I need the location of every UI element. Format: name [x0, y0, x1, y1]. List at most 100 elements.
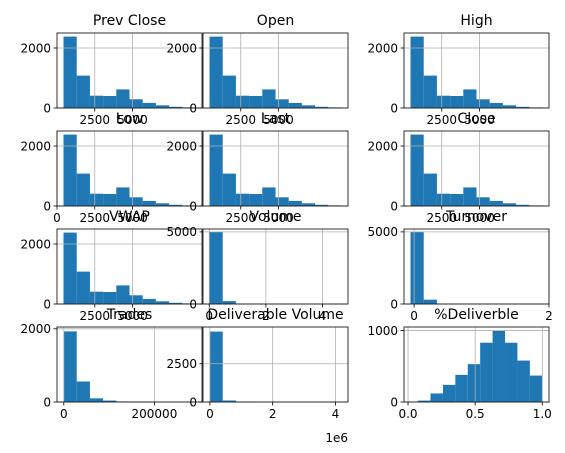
x-tick-label: 4	[319, 309, 327, 323]
x-tick-label: 0	[60, 407, 68, 421]
histogram-bar	[89, 193, 104, 206]
subplot-11: 0.0 0.5 1.0 0 1000 %Deliverble	[367, 307, 551, 421]
axes-frame	[403, 326, 550, 403]
histogram-bar	[103, 96, 117, 108]
x-axis-offset-label: 1e6	[325, 431, 348, 445]
subplot-title: VWAP	[109, 209, 150, 225]
histogram-bar	[410, 36, 424, 108]
histogram-bar	[505, 342, 518, 402]
histogram-bar	[502, 203, 517, 206]
histogram-bar	[315, 106, 329, 108]
histogram-bar	[436, 193, 451, 206]
histogram-bar	[63, 134, 77, 206]
x-tick-label: 0	[410, 309, 418, 323]
histogram-bar	[315, 204, 329, 206]
histogram-bar	[502, 105, 517, 108]
x-tick-label: 2500	[225, 113, 256, 127]
subplot-title: Deliverable Volume	[207, 307, 343, 323]
y-tick-label: 5000	[367, 225, 398, 239]
x-tick-label: 0.5	[466, 407, 485, 421]
y-tick-label: 0	[390, 101, 398, 115]
histogram-bar	[450, 194, 464, 206]
y-tick-label: 0	[43, 199, 51, 213]
subplot-2: 2500 5000 0 2000 High	[367, 13, 550, 127]
histogram-bar	[222, 75, 236, 108]
histogram-bar	[430, 393, 443, 402]
subplot-5: 2500 5000 0 2000 Close	[367, 111, 550, 225]
histogram-bar	[155, 301, 170, 304]
histogram-bar	[418, 400, 431, 402]
histogram-bar	[301, 203, 316, 206]
histogram-bar	[476, 99, 490, 108]
histogram-bar	[423, 75, 437, 108]
subplot-9: 0 200000 0 2000 Trades	[20, 307, 203, 421]
histogram-bar	[116, 187, 130, 206]
x-tick-label: 2500	[79, 309, 110, 323]
histogram-bar	[436, 95, 451, 108]
y-tick-label: 0	[43, 101, 51, 115]
subplot-4: 2500 5000 0 2000 Last	[166, 111, 349, 225]
x-tick-label: 0	[53, 211, 61, 225]
histogram-bar	[455, 374, 468, 402]
axes-frame	[202, 130, 349, 207]
histogram-bar	[517, 360, 530, 402]
histogram-bar	[76, 381, 90, 402]
x-tick-label: 0.0	[398, 407, 417, 421]
x-tick-label: 2500	[225, 211, 256, 225]
axes-frame	[56, 130, 203, 207]
y-tick-label: 0	[43, 395, 51, 409]
x-tick-label: 4	[332, 407, 340, 421]
x-tick-label: 200000	[132, 407, 178, 421]
histogram-bar	[63, 36, 77, 108]
subplot-10: 0 2 4 0 2500 Deliverable Volume 1e6	[166, 307, 349, 445]
histogram-bar	[169, 204, 183, 206]
histogram-bar	[209, 331, 223, 402]
y-tick-label: 0	[43, 297, 51, 311]
histogram-bar	[155, 203, 170, 206]
histogram-bar	[209, 231, 223, 304]
subplot-title: Open	[257, 13, 294, 29]
histogram-bar	[249, 194, 263, 206]
histogram-bar	[142, 200, 156, 206]
x-tick-label: 5000	[117, 211, 148, 225]
y-tick-label: 2000	[367, 139, 398, 153]
histogram-bar	[103, 194, 117, 206]
y-tick-label: 0	[390, 395, 398, 409]
x-tick-label: 2	[545, 309, 553, 323]
subplot-title: Trades	[106, 307, 153, 323]
histogram-bar	[476, 197, 490, 206]
y-tick-label: 5000	[166, 225, 197, 239]
histogram-bar	[489, 102, 503, 108]
histogram-bar	[480, 342, 493, 402]
histogram-bar	[129, 197, 143, 206]
histogram-bar	[516, 106, 530, 108]
histogram-bar	[410, 134, 424, 206]
y-tick-label: 2000	[166, 139, 197, 153]
x-tick-label: 5000	[464, 211, 495, 225]
histogram-bar	[222, 400, 236, 402]
histogram-bar	[492, 330, 506, 402]
histogram-bar	[288, 200, 302, 206]
y-tick-label: 2000	[367, 41, 398, 55]
subplot-title: Last	[261, 111, 291, 127]
histogram-bar	[275, 197, 289, 206]
axes-frame	[403, 228, 550, 305]
subplot-title: High	[460, 13, 492, 29]
histogram-bar	[489, 200, 503, 206]
histogram-bar	[129, 99, 143, 108]
histogram-bar	[76, 173, 90, 206]
x-tick-label: 1.0	[533, 407, 552, 421]
x-tick-label: 2	[269, 407, 277, 421]
y-tick-label: 0	[189, 297, 197, 311]
y-tick-label: 0	[189, 101, 197, 115]
histogram-bar	[463, 89, 477, 108]
subplot-1: 2500 5000 0 2000 Open	[166, 13, 349, 127]
histogram-bar	[410, 231, 424, 304]
y-tick-label: 0	[390, 199, 398, 213]
histogram-bar	[89, 95, 104, 108]
